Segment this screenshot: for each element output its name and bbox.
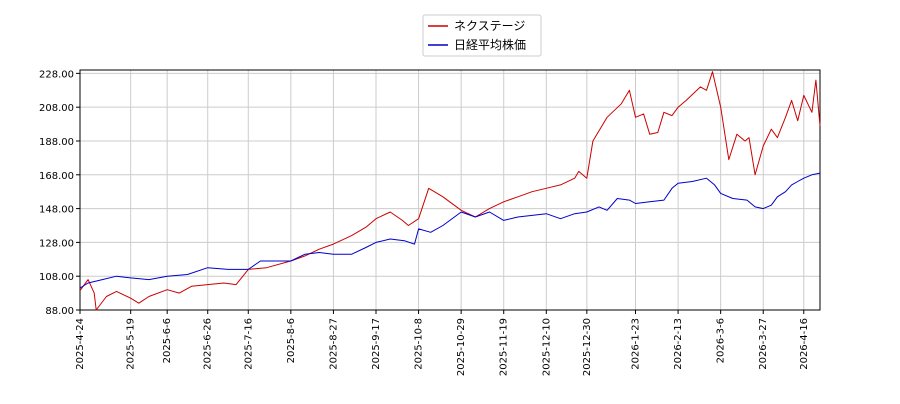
x-tick-label: 2025-10-29 [456, 318, 467, 376]
x-tick-label: 2025-12-30 [582, 318, 593, 376]
series-lines [79, 71, 821, 311]
x-tick-label: 2025-6-26 [203, 318, 214, 370]
x-tick-label: 2025-8-6 [286, 318, 297, 363]
legend: ネクステージ 日経平均株価 [422, 14, 542, 57]
axes: 88.00 108.00 128.00 148.00 168.00 188.00 208.0… [39, 69, 821, 376]
y-tick-label: 88.00 [45, 306, 74, 317]
legend-label-nextage: ネクステージ [454, 19, 525, 33]
plot-frame [79, 69, 821, 311]
x-tick-label: 2026-3-6 [716, 318, 727, 363]
y-tick-label: 228.00 [39, 69, 74, 80]
x-tick-label: 2026-4-16 [799, 318, 810, 370]
x-tick-label: 2025-11-19 [499, 318, 510, 376]
y-tick-label: 188.00 [39, 137, 74, 148]
series-line-0 [79, 71, 821, 311]
x-tick-label: 2025-7-16 [243, 318, 254, 370]
y-tick-label: 148.00 [39, 205, 74, 216]
x-tick-label: 2026-1-23 [631, 318, 642, 370]
series-line-1 [79, 172, 821, 289]
x-tick-label: 2025-8-27 [328, 318, 339, 370]
x-tick-label: 2026-3-27 [758, 318, 769, 370]
legend-box [422, 14, 542, 57]
y-tick-label: 168.00 [39, 171, 74, 182]
x-tick-label: 2026-2-13 [673, 318, 684, 370]
x-tick-label: 2025-4-24 [75, 318, 86, 370]
y-tick-label: 128.00 [39, 238, 74, 249]
legend-label-nikkei: 日経平均株価 [454, 37, 526, 52]
y-tick-label: 108.00 [39, 272, 74, 283]
x-tick-label: 2025-6-6 [162, 318, 173, 363]
grid [79, 70, 820, 311]
x-tick-label: 2025-12-10 [541, 318, 552, 376]
x-tick-label: 2025-9-17 [371, 318, 382, 370]
y-tick-label: 208.00 [39, 103, 74, 114]
x-tick-label: 2025-10-8 [414, 318, 425, 370]
x-tick-label: 2025-5-19 [126, 318, 137, 370]
